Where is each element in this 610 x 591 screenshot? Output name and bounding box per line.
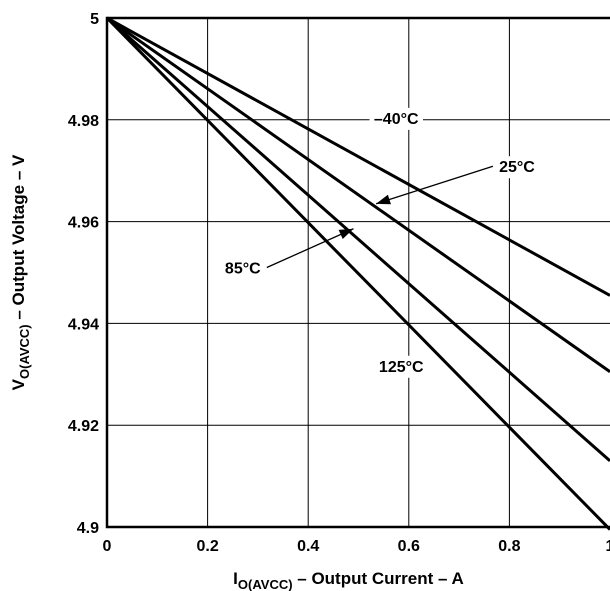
series-line [106,16,610,373]
series-line [106,16,610,297]
x-axis-title-main: I [233,569,238,588]
y-tick-label: 4.96 [68,215,99,232]
x-tick-label: 0.6 [398,538,420,555]
y-tick-label: 4.9 [77,520,99,537]
annotation-label: –40°C [374,111,419,128]
x-tick-label: 0.2 [196,538,218,555]
annotation: 25°C [375,156,539,205]
annotation-bg [494,156,539,179]
y-axis-title-rest: – Output Voltage – V [9,154,28,324]
x-tick-label: 0 [103,538,112,555]
y-tick-label: 4.92 [68,418,99,435]
y-axis-title: VO(AVCC) – Output Voltage – V [9,154,32,390]
x-axis-title: IO(AVCC) – Output Current – A [233,569,464,591]
annotation: –40°C [369,107,423,130]
x-tick-label: 1 [606,538,610,555]
tick-labels: 0 0.2 0.4 0.6 0.8 1 4.9 4.92 4.94 4.96 4.98 5 [68,11,610,555]
annotation-arrow-shaft [375,165,494,205]
annotation-label: 25°C [499,159,535,176]
series-line [106,16,610,462]
y-tick-label: 4.94 [68,316,99,333]
x-axis-title-sub: O(AVCC) [238,577,293,591]
annotation-bg [220,257,265,280]
x-axis-title-rest: – Output Current – A [293,569,464,588]
grid-lines [107,18,610,527]
annotation-arrow-shaft [266,228,354,269]
x-tick-label: 0.8 [498,538,520,555]
annotation-bg [369,107,423,130]
x-tick-label: 0.4 [297,538,319,555]
annotation: 85°C [220,228,354,280]
y-tick-label: 4.98 [68,113,99,130]
series-line [105,16,610,531]
plot-frame [105,16,610,529]
annotation-arrow-head [338,228,354,240]
y-tick-label: 5 [90,11,99,28]
series-lines [105,16,610,531]
annotation-arrow-head [376,194,391,205]
y-axis-title-main: V [9,378,28,390]
annotation-label: 125°C [379,359,424,376]
y-axis-title-sub: O(AVCC) [17,324,32,379]
annotation: 125°C [374,355,429,378]
annotations: –40°C 25°C 85°C 125°C [220,107,539,378]
annotation-label: 85°C [225,261,261,278]
annotation-bg [374,355,429,378]
